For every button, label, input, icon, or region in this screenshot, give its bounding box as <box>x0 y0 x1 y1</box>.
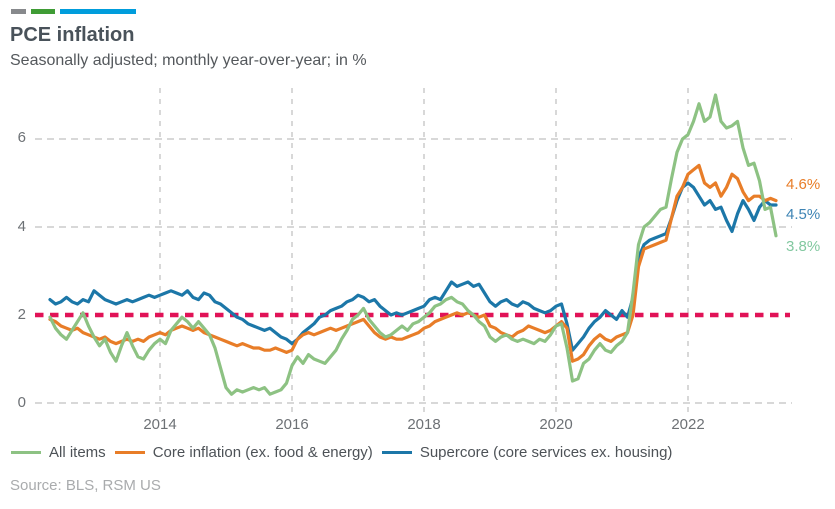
x-axis-tick-2018: 2018 <box>407 416 441 433</box>
y-axis-tick-6: 6 <box>17 129 26 146</box>
chart-subtitle: Seasonally adjusted; monthly year-over-y… <box>10 52 367 69</box>
brand-bar-gray <box>11 9 26 14</box>
legend-swatch-supercore <box>381 451 412 454</box>
legend-label-supercore: Supercore (core services ex. housing) <box>419 444 673 461</box>
legend-label-all-items: All items <box>49 444 106 461</box>
brand-bar-blue <box>60 9 136 14</box>
end-value-label-all-items: 3.8% <box>786 238 821 255</box>
legend-swatch-core <box>114 451 145 454</box>
legend-swatch-all-items <box>11 451 41 454</box>
x-axis-tick-2014: 2014 <box>143 416 177 433</box>
legend-item-all-items: All items <box>11 444 106 461</box>
end-value-label-core: 4.6% <box>786 176 821 193</box>
legend-label-core: Core inflation (ex. food & energy) <box>152 444 373 461</box>
x-axis-tick-2022: 2022 <box>671 416 705 433</box>
y-axis-tick-2: 2 <box>17 306 26 323</box>
chart-title: PCE inflation <box>10 24 135 46</box>
brand-bar-green <box>31 9 55 14</box>
brand-accent-bars <box>11 9 141 14</box>
y-axis-tick-4: 4 <box>17 218 26 235</box>
y-axis-tick-0: 0 <box>17 394 26 411</box>
source-note: Source: BLS, RSM US <box>10 477 161 494</box>
x-axis-tick-2016: 2016 <box>275 416 309 433</box>
legend-item-core: Core inflation (ex. food & energy) <box>114 444 373 461</box>
end-value-label-supercore: 4.5% <box>786 206 821 223</box>
legend-item-supercore: Supercore (core services ex. housing) <box>381 444 673 461</box>
chart-legend: All items Core inflation (ex. food & ene… <box>11 444 681 461</box>
x-axis-tick-2020: 2020 <box>539 416 573 433</box>
